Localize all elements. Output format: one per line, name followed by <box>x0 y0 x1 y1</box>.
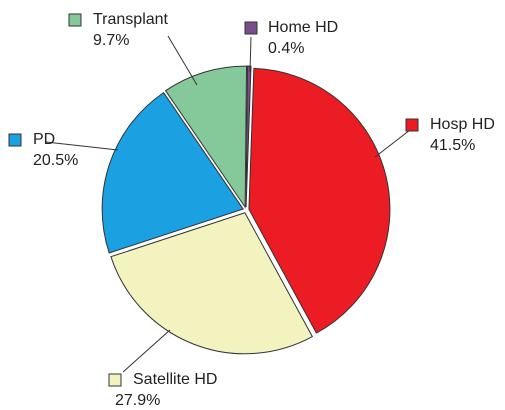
legend-swatch <box>108 373 122 387</box>
legend-swatch <box>405 118 419 132</box>
legend-swatch <box>8 133 22 147</box>
leader-line <box>374 129 411 158</box>
pie-slice <box>164 65 248 209</box>
slice-label: Home HD <box>268 19 338 36</box>
slice-label: Transplant <box>93 11 169 28</box>
slice-value: 9.7% <box>93 32 129 49</box>
legend-swatch <box>68 13 82 27</box>
pie-slice <box>110 212 314 355</box>
leader-line <box>167 35 198 86</box>
legend-swatch <box>244 21 258 35</box>
slice-value: 41.5% <box>430 137 475 154</box>
slice-label: Satellite HD <box>133 371 217 388</box>
slice-value: 20.5% <box>33 152 78 169</box>
pie-slice <box>248 67 391 334</box>
pie-slice <box>101 91 244 254</box>
slice-label: Hosp HD <box>430 116 495 133</box>
leader-line <box>45 141 119 151</box>
pie-slice <box>245 65 252 208</box>
leader-line <box>249 36 252 73</box>
slice-value: 0.4% <box>268 40 304 57</box>
leader-line <box>122 329 171 373</box>
slice-label: PD <box>33 131 55 148</box>
slice-value: 27.9% <box>115 392 160 409</box>
